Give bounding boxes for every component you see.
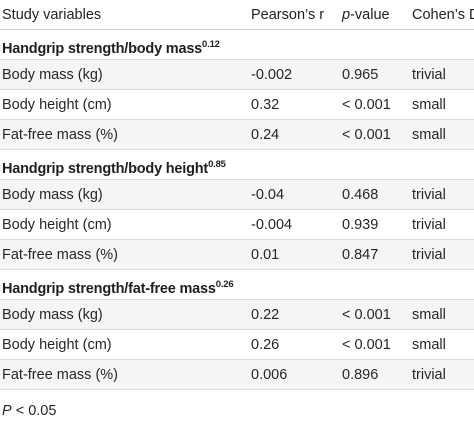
- cell-p-value: < 0.001: [342, 337, 391, 353]
- cell-p-value: < 0.001: [342, 307, 391, 323]
- cell-variable: Body mass (kg): [2, 307, 103, 323]
- cell-pearsons-r: 0.32: [251, 97, 280, 113]
- cell-p-value: 0.965: [342, 67, 379, 83]
- group-exponent: 0.26: [215, 279, 234, 290]
- table-row: Body height (cm) 0.26 < 0.001 small: [0, 330, 474, 360]
- cell-p-value: 0.939: [342, 217, 379, 233]
- cell-pearsons-r: 0.006: [251, 367, 288, 383]
- cell-pearsons-r: 0.22: [251, 307, 280, 323]
- cell-pearsons-r: -0.04: [251, 187, 285, 203]
- cell-variable: Body height (cm): [2, 97, 112, 113]
- group-heading-row: Handgrip strength/fat-free mass0.26: [0, 270, 474, 300]
- header-p-italic: p: [342, 7, 351, 23]
- cell-pearsons-r: 0.24: [251, 127, 280, 143]
- table-footnote: P < 0.05: [2, 400, 56, 422]
- cell-variable: Body mass (kg): [2, 67, 103, 83]
- group-title: Handgrip strength/body height0.85: [2, 150, 226, 184]
- group-title: Handgrip strength/body mass0.12: [2, 30, 220, 64]
- cell-cohens-d: small: [412, 127, 446, 143]
- table-row: Body mass (kg) 0.22 < 0.001 small: [0, 300, 474, 330]
- cell-pearsons-r: 0.26: [251, 337, 280, 353]
- header-study-variables: Study variables: [2, 7, 102, 23]
- cell-cohens-d: trivial: [412, 67, 446, 83]
- cell-p-value: 0.468: [342, 187, 379, 203]
- group-title-text: Handgrip strength/body mass: [2, 41, 203, 57]
- table-row: Fat-free mass (%) 0.006 0.896 trivial: [0, 360, 474, 390]
- cell-pearsons-r: 0.01: [251, 247, 280, 263]
- cell-pearsons-r: -0.004: [251, 217, 293, 233]
- table-row: Body mass (kg) -0.04 0.468 trivial: [0, 180, 474, 210]
- header-cohens-d: Cohen’s D: [412, 7, 474, 23]
- cell-p-value: < 0.001: [342, 97, 391, 113]
- cell-variable: Body height (cm): [2, 337, 112, 353]
- table-row: Fat-free mass (%) 0.01 0.847 trivial: [0, 240, 474, 270]
- header-p-value: p-value: [342, 0, 390, 30]
- group-heading-row: Handgrip strength/body mass0.12: [0, 30, 474, 60]
- cell-cohens-d: small: [412, 337, 446, 353]
- group-title: Handgrip strength/fat-free mass0.26: [2, 270, 234, 304]
- table-row: Body height (cm) 0.32 < 0.001 small: [0, 90, 474, 120]
- group-exponent: 0.12: [202, 39, 220, 50]
- group-title-text: Handgrip strength/fat-free mass: [2, 281, 216, 297]
- cell-pearsons-r: -0.002: [251, 67, 293, 83]
- cell-variable: Fat-free mass (%): [2, 367, 119, 383]
- header-p-rest: -value: [350, 7, 390, 23]
- group-heading-row: Handgrip strength/body height0.85: [0, 150, 474, 180]
- cell-cohens-d: small: [412, 97, 446, 113]
- cell-variable: Body height (cm): [2, 217, 112, 233]
- group-exponent: 0.85: [208, 159, 226, 170]
- cell-variable: Fat-free mass (%): [2, 247, 119, 263]
- cell-p-value: 0.896: [342, 367, 379, 383]
- table-row: Body height (cm) -0.004 0.939 trivial: [0, 210, 474, 240]
- correlation-table: Study variables Pearson’s r p-value Cohe…: [0, 0, 474, 390]
- header-pearsons-r: Pearson’s r: [251, 7, 325, 23]
- cell-cohens-d: trivial: [412, 247, 446, 263]
- cell-cohens-d: small: [412, 307, 446, 323]
- cell-variable: Body mass (kg): [2, 187, 103, 203]
- cell-cohens-d: trivial: [412, 367, 446, 383]
- table-header-row: Study variables Pearson’s r p-value Cohe…: [0, 0, 474, 30]
- cell-p-value: 0.847: [342, 247, 379, 263]
- footnote-p-italic: P: [2, 403, 12, 419]
- cell-cohens-d: trivial: [412, 187, 446, 203]
- group-title-text: Handgrip strength/body height: [2, 161, 209, 177]
- cell-variable: Fat-free mass (%): [2, 127, 119, 143]
- cell-p-value: < 0.001: [342, 127, 391, 143]
- cell-cohens-d: trivial: [412, 217, 446, 233]
- table-row: Body mass (kg) -0.002 0.965 trivial: [0, 60, 474, 90]
- footnote-rest: < 0.05: [11, 403, 57, 419]
- table-row: Fat-free mass (%) 0.24 < 0.001 small: [0, 120, 474, 150]
